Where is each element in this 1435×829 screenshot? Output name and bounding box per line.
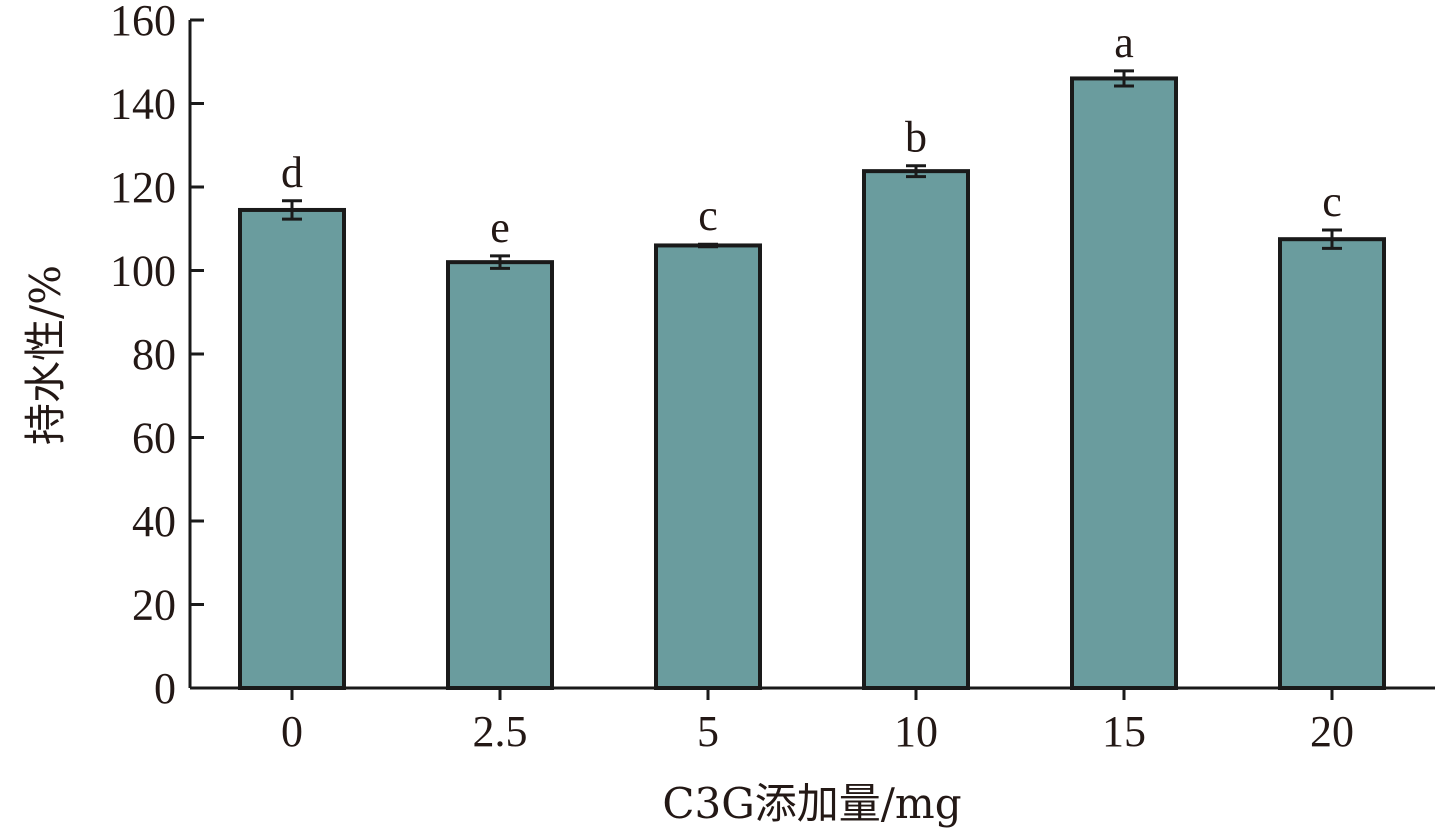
- x-tick-label: 0: [281, 707, 303, 756]
- y-tick-label: 0: [154, 664, 176, 713]
- bar: [1070, 76, 1178, 690]
- y-tick-label: 100: [110, 247, 176, 296]
- x-axis-title: C3G添加量/mg: [662, 779, 961, 828]
- x-tick-label: 20: [1310, 707, 1354, 756]
- error-bar: [1322, 228, 1342, 250]
- bar: [654, 243, 762, 690]
- significance-labels-layer: d e c b a c: [281, 18, 1342, 252]
- bar: [1278, 237, 1386, 690]
- bar: [238, 207, 346, 690]
- y-tick-label: 40: [132, 497, 176, 546]
- y-tick-label: 20: [132, 581, 176, 630]
- y-tick-label: 160: [110, 0, 176, 45]
- y-ticks-layer: 0 20 40 60 80 100 120 140 160: [110, 0, 204, 713]
- y-tick-label: 140: [110, 80, 176, 129]
- error-bar: [906, 164, 926, 179]
- significance-label: c: [1322, 177, 1342, 226]
- significance-label: a: [1114, 18, 1134, 67]
- significance-label: e: [490, 203, 510, 252]
- x-tick-label: 5: [697, 707, 719, 756]
- bar: [862, 169, 970, 690]
- x-ticks-layer: 0 2.5 5 10 15 20: [281, 688, 1354, 756]
- significance-label: d: [281, 148, 303, 197]
- bars-layer: [238, 76, 1386, 690]
- error-bars-layer: [282, 69, 1342, 270]
- y-axis-title: 持水性/%: [21, 265, 70, 445]
- error-bar: [1114, 69, 1134, 88]
- x-tick-label: 15: [1102, 707, 1146, 756]
- significance-label: b: [905, 113, 927, 162]
- bar: [446, 260, 554, 690]
- y-tick-label: 60: [132, 414, 176, 463]
- y-tick-label: 120: [110, 163, 176, 212]
- y-tick-label: 80: [132, 330, 176, 379]
- x-tick-label: 2.5: [473, 707, 528, 756]
- error-bar: [282, 199, 302, 221]
- axes-layer: [188, 20, 1435, 690]
- x-tick-label: 10: [894, 707, 938, 756]
- error-bar: [698, 242, 718, 249]
- significance-label: c: [698, 191, 718, 240]
- error-bar: [490, 254, 510, 270]
